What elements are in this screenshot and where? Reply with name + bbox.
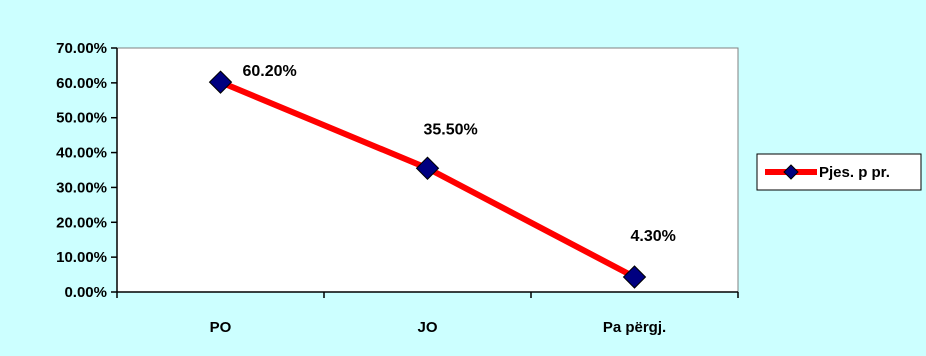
legend: Pjes. p pr. [756,153,922,191]
y-tick-label: 30.00% [56,179,107,196]
x-axis: PO JO Pa përgj. [116,291,739,336]
y-tick-label: 40.00% [56,145,107,162]
x-tick-label: PO [210,319,232,336]
data-label: 35.50% [424,121,478,138]
legend-marker-swatch [783,164,799,180]
x-tick-label: Pa përgj. [603,319,666,336]
x-tick-label: JO [417,319,437,336]
series: 60.20% 35.50% 4.30% [208,63,676,289]
data-point-marker [208,70,233,94]
y-tick-label: 50.00% [56,110,107,127]
y-tick-label: 20.00% [56,214,107,231]
data-point-marker [622,265,647,289]
y-tick-label: 60.00% [56,75,107,92]
data-label: 4.30% [631,228,676,245]
y-tick-label: 70.00% [56,40,107,57]
y-tick-label: 10.00% [56,249,107,266]
legend-label: Pjes. p pr. [819,164,890,181]
data-label: 60.20% [243,63,297,80]
y-tick-label: 0.00% [64,284,107,301]
data-point-marker [415,156,440,180]
y-axis: 0.00% 10.00% 20.00% 30.00% 40.00% 50.00% 60.00… [56,40,118,301]
